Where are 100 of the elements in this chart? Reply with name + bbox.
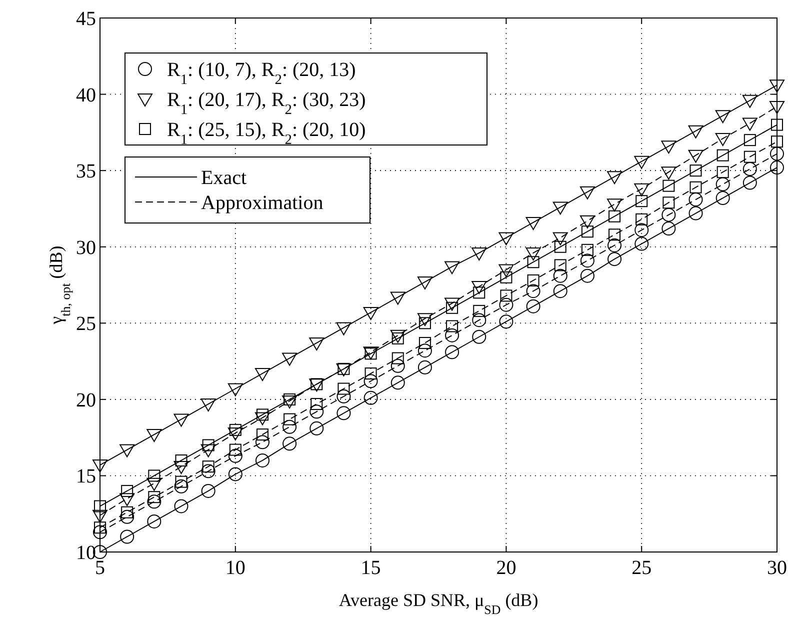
y-tick-label: 35 (76, 160, 96, 183)
x-tick-label: 5 (95, 557, 105, 579)
point (688, 206, 703, 220)
point (580, 186, 595, 200)
point (742, 176, 757, 190)
point (418, 344, 432, 358)
point (446, 320, 458, 332)
point (310, 421, 324, 436)
point (581, 244, 594, 256)
point (500, 290, 512, 302)
point (607, 198, 622, 212)
legend-label: R$_{1}$: (20, 17), R$_{2}$: (30, 23) (167, 89, 366, 118)
point (147, 494, 162, 509)
point (146, 429, 162, 442)
point (742, 118, 758, 131)
point (473, 304, 486, 317)
point (498, 264, 514, 278)
point (175, 476, 188, 488)
point (418, 336, 431, 349)
point (228, 383, 243, 396)
point (202, 460, 214, 473)
point (418, 360, 432, 374)
point (121, 506, 134, 518)
point (94, 500, 106, 512)
point (634, 156, 650, 169)
point (715, 133, 730, 146)
point (472, 247, 487, 260)
point (120, 444, 135, 458)
point (310, 404, 324, 419)
point (364, 374, 378, 388)
point (445, 328, 460, 342)
point (146, 478, 162, 491)
point (770, 100, 784, 114)
point (634, 236, 649, 251)
y-tick-label: 25 (76, 313, 96, 336)
point (771, 118, 783, 131)
legend-label: R$_{1}$: (25, 15), R$_{2}$: (20, 10) (167, 119, 366, 148)
point (716, 166, 729, 178)
point (120, 530, 134, 544)
point (390, 376, 405, 390)
point (581, 226, 594, 238)
point (634, 183, 650, 196)
point (148, 470, 160, 482)
point (174, 461, 189, 474)
point (662, 222, 676, 236)
point (364, 367, 377, 380)
point (282, 395, 298, 408)
point (93, 525, 107, 540)
point (310, 398, 323, 410)
point (336, 406, 351, 420)
point (607, 171, 622, 184)
point (282, 420, 297, 434)
point (444, 261, 460, 274)
point (688, 192, 703, 207)
point (688, 150, 704, 163)
point (608, 252, 622, 266)
point (255, 453, 270, 468)
point (148, 491, 160, 504)
point (174, 479, 188, 494)
point (744, 150, 756, 163)
point (552, 232, 568, 246)
point (390, 358, 405, 373)
point (526, 247, 541, 260)
point (92, 510, 108, 523)
point (742, 162, 757, 176)
point (336, 322, 352, 336)
y-tick-label: 45 (76, 8, 96, 30)
point (527, 274, 540, 286)
point (662, 208, 676, 222)
point (472, 281, 487, 294)
x-tick-label: 25 (632, 557, 652, 579)
point (417, 313, 432, 326)
point (770, 146, 784, 161)
point (608, 238, 622, 252)
point (526, 284, 540, 298)
point (284, 413, 296, 426)
point (256, 428, 268, 441)
point (254, 368, 270, 381)
point (688, 125, 704, 138)
point (472, 330, 486, 344)
point (444, 298, 460, 311)
point (200, 444, 216, 458)
point (690, 181, 702, 194)
point (580, 254, 594, 268)
point (390, 292, 406, 305)
point (200, 398, 216, 412)
legend-label: R$_{1}$: (10, 7), R$_{2}$: (20, 13) (167, 59, 356, 88)
point (744, 134, 756, 146)
point (662, 180, 675, 192)
y-tick-label: 30 (76, 236, 96, 259)
point (282, 352, 298, 366)
point (716, 177, 730, 192)
point (254, 412, 270, 426)
point (499, 298, 514, 312)
point (661, 140, 676, 154)
point (499, 314, 514, 329)
point (636, 213, 648, 226)
point (608, 210, 621, 222)
x-tick-label: 15 (360, 557, 381, 579)
point (255, 435, 270, 450)
